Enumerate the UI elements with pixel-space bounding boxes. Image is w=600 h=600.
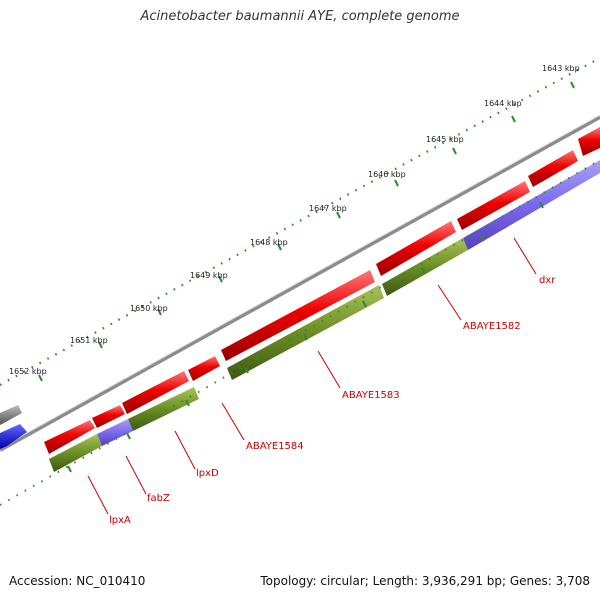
accession-footer: Accession: NC_010410 [9,574,146,588]
ruler-tick-1651: 1651 kbp [70,336,108,349]
neighbor-gene-gray [0,405,22,425]
genome-backbone [0,115,600,452]
genome-summary: Topology: circular; Length: 3,936,291 bp… [260,574,590,588]
cds-red-6 [376,221,456,276]
gene-track-lpxD [128,387,199,431]
ruler-label-1646: 1646 kbp [368,170,406,179]
gene-track-ABAYE1582 [382,238,468,296]
genome-backbone-shine [0,114,600,449]
gene-track-fabZ [97,419,133,446]
ruler-label-1645: 1645 kbp [426,135,464,144]
inner-ruler-ticks [67,201,544,473]
ruler-tick-1645: 1645 kbp [426,135,464,155]
ruler-tick-1647: 1647 kbp [309,204,347,219]
ruler-label-1650: 1650 kbp [130,304,168,313]
gene-track-ABAYE1583 [227,285,384,380]
cds-red-7 [457,181,530,230]
ruler-tick-1644: 1644 kbp [484,99,522,123]
neighbor-gene-blue [0,424,27,449]
ruler-label-1652: 1652 kbp [9,367,47,376]
ruler-label-1651: 1651 kbp [70,336,108,345]
ruler-label-1647: 1647 kbp [309,204,347,213]
gene-track-lpxA [49,434,102,472]
gene-track-dxr [463,160,600,250]
map-title: Acinetobacter baumannii AYE, complete ge… [140,9,460,24]
ruler-tick-1652: 1652 kbp [9,367,47,382]
gene-label-ABAYE1583: ABAYE1583 [342,390,400,401]
gene-label-fabZ: fabZ [147,493,170,504]
ruler-tick-1650: 1650 kbp [130,304,168,316]
gene-label-dxr: dxr [539,275,556,286]
cds-red-9 [578,127,600,156]
gene-label-lpxA: lpxA [109,515,131,526]
ruler-tick-1649: 1649 kbp [190,271,228,283]
cds-red-2 [92,405,125,428]
ruler-dotted-ring [0,57,600,386]
ruler-label-1643: 1643 kbp [542,64,580,73]
ruler-tick-1648: 1648 kbp [250,238,288,251]
ruler-tick-1646: 1646 kbp [368,170,406,187]
gene-label-ABAYE1584: ABAYE1584 [246,441,304,452]
ruler-tick-1643: 1643 kbp [542,64,580,89]
ruler-label-1648: 1648 kbp [250,238,288,247]
gene-leader-lines [87,237,537,515]
cds-red-5 [221,270,375,361]
gene-label-lpxD: lpxD [196,468,219,479]
cds-red-8 [528,150,578,187]
cds-red-3 [122,371,189,414]
gene-label-ABAYE1582: ABAYE1582 [463,321,521,332]
ruler-label-1649: 1649 kbp [190,271,228,280]
cds-red-1 [44,420,95,454]
ruler-label-1644: 1644 kbp [484,99,522,108]
cds-red-4 [188,356,220,381]
